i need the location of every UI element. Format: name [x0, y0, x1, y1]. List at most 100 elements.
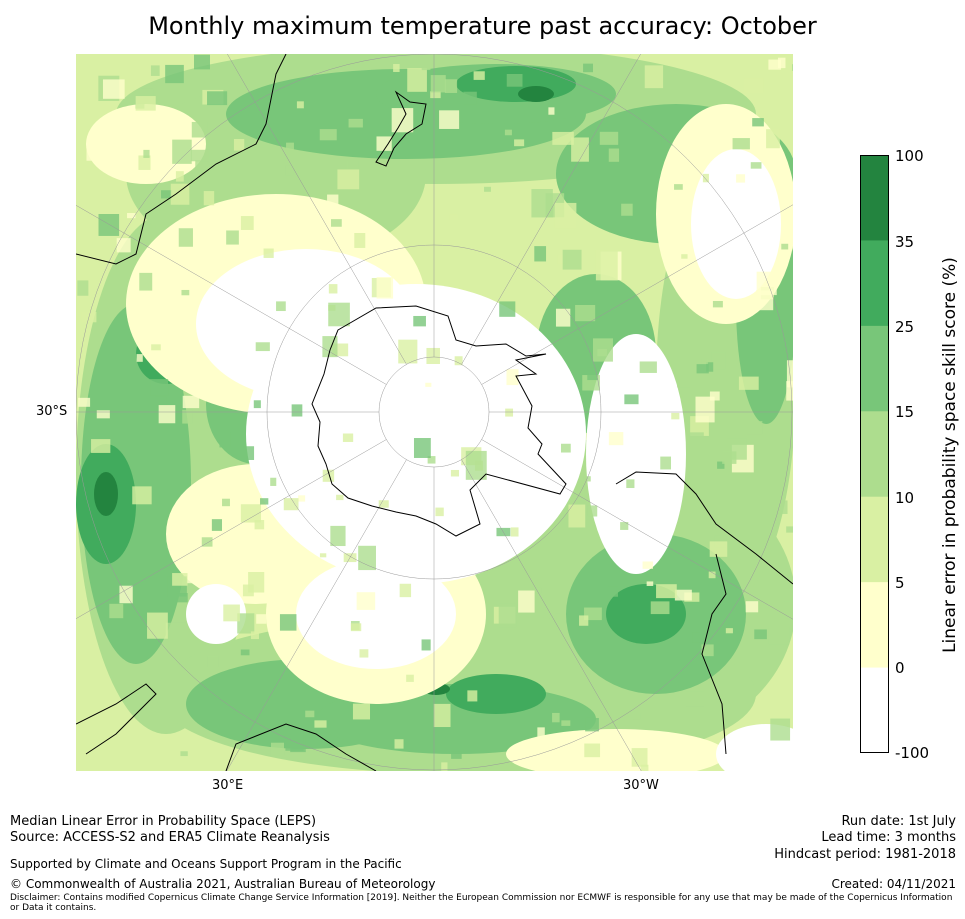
skill-cell [186, 560, 204, 584]
skill-score-map [76, 54, 793, 771]
skill-cell [430, 75, 446, 93]
colorbar [860, 155, 889, 753]
skill-cell [696, 364, 709, 374]
meridian-line [227, 54, 407, 365]
skill-cell [260, 498, 269, 505]
lead-time: Lead time: 3 months [821, 830, 956, 846]
skill-cell [297, 228, 312, 240]
skill-cell [393, 64, 400, 72]
skill-cell [102, 79, 125, 99]
skill-cell [165, 622, 187, 636]
colorbar-tick: 5 [895, 574, 905, 592]
skill-cell [291, 404, 303, 417]
skill-cell [552, 712, 560, 723]
meridian-line [76, 205, 387, 385]
skill-cell [640, 764, 649, 771]
meridian-line [226, 459, 407, 771]
skill-cell [467, 690, 478, 702]
skill-field [76, 54, 793, 771]
skill-cell [161, 190, 173, 199]
skill-cell [595, 250, 618, 281]
skill-cell [348, 118, 363, 128]
skill-cell [777, 500, 788, 514]
skill-cell [695, 396, 715, 423]
skill-cell [182, 409, 193, 424]
created-date: Created: 04/11/2021 [831, 877, 956, 891]
colorbar-tick: 10 [895, 489, 915, 507]
skill-cell [319, 129, 337, 141]
skill-cell [786, 381, 793, 401]
skill-cell [237, 613, 255, 634]
skill-cell [766, 129, 780, 149]
colorbar-tick: 0 [895, 659, 905, 677]
skill-cell [135, 96, 156, 111]
skill-cell [240, 216, 254, 230]
skill-cell [286, 142, 294, 150]
skill-cell [768, 626, 790, 645]
skill-cell [555, 308, 571, 327]
skill-cell [347, 160, 359, 170]
lat-label-30s: 30°S [36, 404, 68, 419]
skill-cell [608, 432, 624, 446]
skill-cell [746, 421, 763, 435]
skill-cell [750, 162, 762, 169]
skill-cell [176, 593, 188, 603]
colorbar-tick: 35 [895, 233, 915, 251]
skill-region [518, 86, 554, 102]
skill-region [446, 674, 546, 714]
land-outline [615, 471, 793, 585]
skill-cell [660, 456, 672, 470]
skill-cell [506, 369, 519, 386]
skill-cell [399, 583, 412, 598]
skill-cell [510, 527, 519, 537]
skill-cell [681, 254, 688, 259]
skill-cell [211, 519, 223, 531]
skill-cell [244, 535, 254, 545]
skill-cell [170, 183, 190, 205]
skill-cell [677, 377, 691, 388]
skill-cell [439, 110, 460, 129]
skill-cell [661, 133, 673, 146]
skill-cell [709, 541, 728, 557]
skill-cell [398, 339, 418, 364]
skill-cell [354, 233, 366, 248]
skill-cell [575, 304, 596, 322]
skill-cell [328, 302, 350, 327]
skill-cell [226, 230, 239, 245]
skill-cell [430, 91, 441, 99]
skill-cell [646, 581, 654, 586]
skill-cell [172, 139, 192, 164]
skill-cell [276, 301, 286, 312]
skill-cell [270, 742, 285, 756]
skill-cell [143, 149, 150, 158]
skill-region [296, 559, 456, 669]
skill-cell [181, 289, 190, 296]
skill-cell [624, 394, 639, 405]
skill-cell [305, 710, 315, 718]
skill-cell [557, 255, 567, 264]
skill-cell [777, 57, 786, 69]
skill-cell [768, 59, 782, 70]
skill-region [94, 472, 118, 516]
skill-cell [579, 615, 589, 626]
land-outline [375, 90, 427, 167]
land-outlines [76, 54, 793, 771]
skill-cell [756, 271, 777, 296]
support-line: Supported by Climate and Oceans Support … [10, 857, 402, 871]
skill-cell [426, 347, 440, 365]
skill-cell [421, 639, 431, 651]
skill-cell [709, 391, 720, 401]
skill-cell [484, 186, 491, 192]
skill-cell [674, 184, 683, 190]
skill-cell [518, 590, 535, 613]
skill-cell [248, 571, 265, 593]
skill-region [606, 584, 686, 644]
skill-cell [531, 189, 553, 218]
skill-cell [330, 525, 346, 547]
skill-cell [350, 623, 362, 632]
skill-cell [331, 219, 342, 227]
skill-cell [150, 379, 169, 396]
skill-cell [407, 68, 427, 92]
skill-cell [473, 71, 485, 80]
skill-cell [190, 149, 210, 162]
